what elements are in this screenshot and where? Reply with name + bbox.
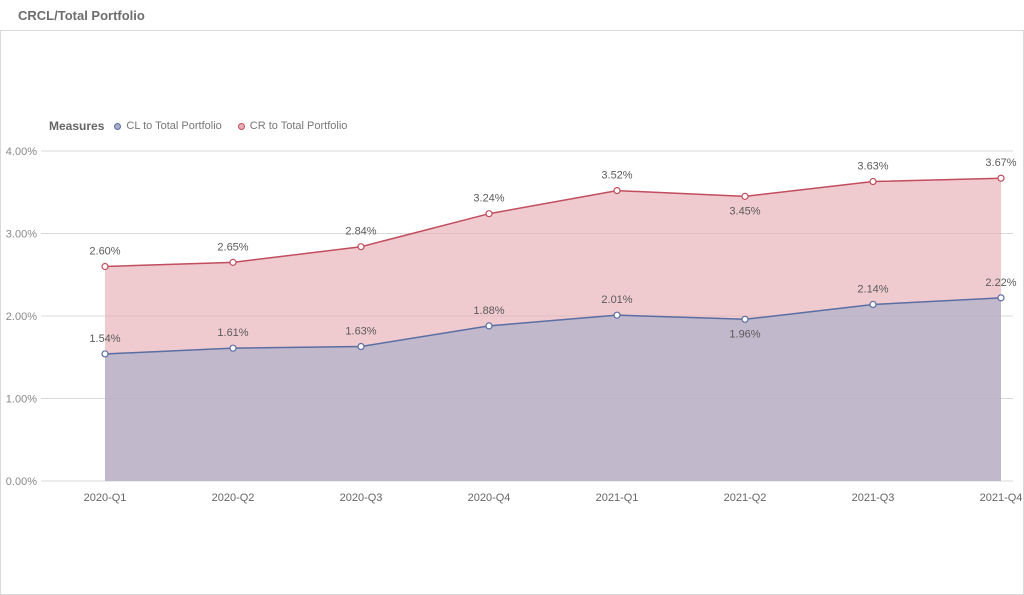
svg-text:2020-Q2: 2020-Q2 <box>212 492 255 504</box>
svg-text:2020-Q1: 2020-Q1 <box>84 492 127 504</box>
svg-text:2021-Q1: 2021-Q1 <box>596 492 639 504</box>
svg-text:2.84%: 2.84% <box>345 226 376 238</box>
svg-text:0.00%: 0.00% <box>6 476 37 488</box>
svg-text:3.45%: 3.45% <box>729 205 760 217</box>
svg-text:1.00%: 1.00% <box>6 394 37 406</box>
svg-text:3.52%: 3.52% <box>601 170 632 182</box>
svg-text:2020-Q4: 2020-Q4 <box>468 492 511 504</box>
svg-text:1.96%: 1.96% <box>729 328 760 340</box>
svg-text:3.00%: 3.00% <box>6 229 37 241</box>
chart-plot: 0.00% 1.00% 2.00% 3.00% 4.00% 2.60% 2.65% 2.84%… <box>1 31 1023 591</box>
svg-text:2021-Q2: 2021-Q2 <box>724 492 767 504</box>
chart-title: CRCL/Total Portfolio <box>18 8 145 23</box>
svg-text:3.24%: 3.24% <box>473 193 504 205</box>
svg-text:2021-Q4: 2021-Q4 <box>980 492 1023 504</box>
svg-text:2.00%: 2.00% <box>6 311 37 323</box>
svg-text:2.60%: 2.60% <box>89 246 120 258</box>
svg-text:2.22%: 2.22% <box>985 277 1016 289</box>
svg-text:2.14%: 2.14% <box>857 283 888 295</box>
svg-text:2.01%: 2.01% <box>601 294 632 306</box>
svg-text:3.63%: 3.63% <box>857 161 888 173</box>
svg-text:2020-Q3: 2020-Q3 <box>340 492 383 504</box>
svg-text:1.61%: 1.61% <box>217 327 248 339</box>
chart-container: Measures CL to Total Portfolio CR to Tot… <box>0 30 1024 595</box>
svg-text:2021-Q3: 2021-Q3 <box>852 492 895 504</box>
svg-text:4.00%: 4.00% <box>6 146 37 158</box>
svg-text:1.63%: 1.63% <box>345 326 376 338</box>
svg-text:1.88%: 1.88% <box>473 305 504 317</box>
svg-text:2.65%: 2.65% <box>217 241 248 253</box>
svg-text:3.67%: 3.67% <box>985 157 1016 169</box>
svg-text:1.54%: 1.54% <box>89 333 120 345</box>
